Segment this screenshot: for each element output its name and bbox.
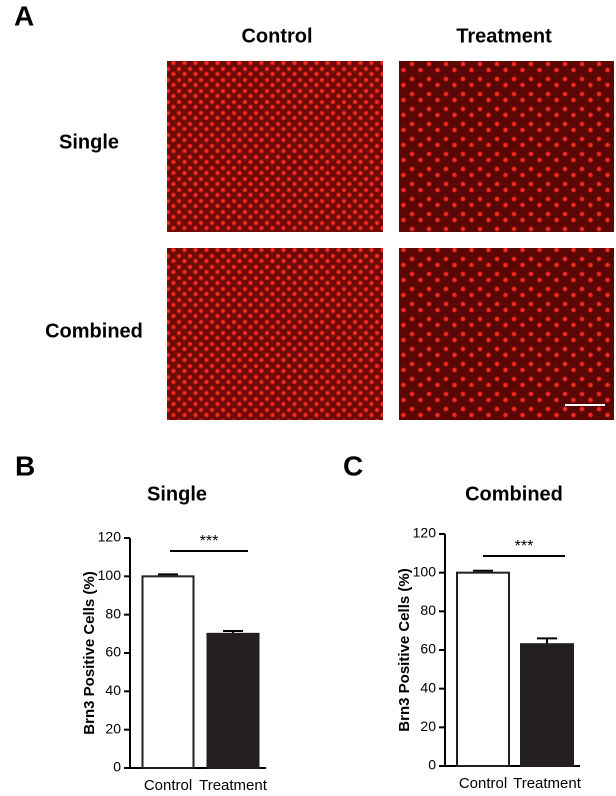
bar <box>206 632 260 769</box>
panel-letter: C <box>343 450 363 481</box>
significance-label: *** <box>515 538 534 555</box>
micrograph <box>399 248 614 420</box>
x-tick-label: Control <box>459 775 507 792</box>
y-tick-label: 40 <box>105 682 121 698</box>
significance-label: *** <box>200 533 219 550</box>
row-label: Combined <box>45 320 143 342</box>
micrograph <box>399 61 614 232</box>
y-tick-label: 120 <box>98 529 122 545</box>
y-tick-label: 20 <box>105 720 121 736</box>
y-tick-label: 60 <box>105 644 121 660</box>
column-label: Treatment <box>456 25 552 47</box>
bar <box>456 571 510 768</box>
y-tick-label: 20 <box>420 718 436 734</box>
y-axis-label: Brn3 Positive Cells (%) <box>396 568 413 731</box>
y-tick-label: 80 <box>105 605 121 621</box>
chart-title: Combined <box>465 483 563 505</box>
y-tick-label: 0 <box>428 757 436 773</box>
y-tick-label: 40 <box>420 679 436 695</box>
micrograph <box>167 248 383 420</box>
x-tick-label: Treatment <box>199 777 268 794</box>
y-axis-label: Brn3 Positive Cells (%) <box>81 571 98 734</box>
y-tick-label: 120 <box>413 525 437 541</box>
column-label: Control <box>241 25 312 47</box>
y-tick-label: 0 <box>113 759 121 775</box>
x-tick-label: Control <box>144 777 192 794</box>
bar <box>520 643 574 768</box>
panel-letter: B <box>15 450 35 481</box>
y-tick-label: 80 <box>420 602 436 618</box>
y-tick-label: 100 <box>413 563 437 579</box>
x-tick-label: Treatment <box>513 775 582 792</box>
y-tick-label: 60 <box>420 641 436 657</box>
y-tick-label: 100 <box>98 567 122 583</box>
row-label: Single <box>59 131 119 153</box>
bar <box>141 575 195 769</box>
panel-letter: A <box>14 0 34 31</box>
chart-title: Single <box>147 483 207 505</box>
micrograph <box>167 61 383 232</box>
